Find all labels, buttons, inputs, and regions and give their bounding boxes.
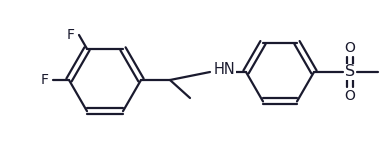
Text: F: F (67, 28, 75, 42)
Text: S: S (345, 64, 355, 80)
Text: O: O (344, 89, 355, 103)
Text: O: O (344, 41, 355, 55)
Text: HN: HN (214, 61, 236, 76)
Text: F: F (41, 73, 49, 87)
